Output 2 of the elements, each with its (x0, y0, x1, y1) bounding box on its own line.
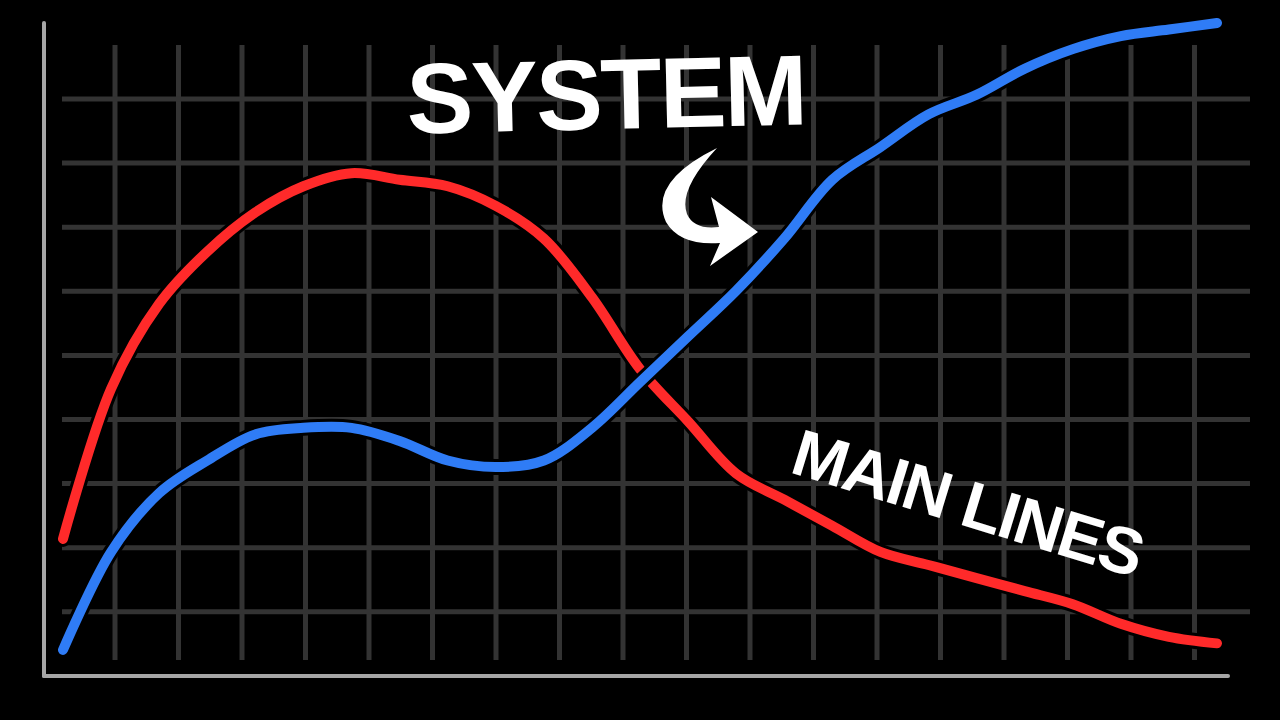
annotation: SYSTEM (405, 33, 807, 155)
annotation: MAIN LINES (784, 414, 1152, 591)
